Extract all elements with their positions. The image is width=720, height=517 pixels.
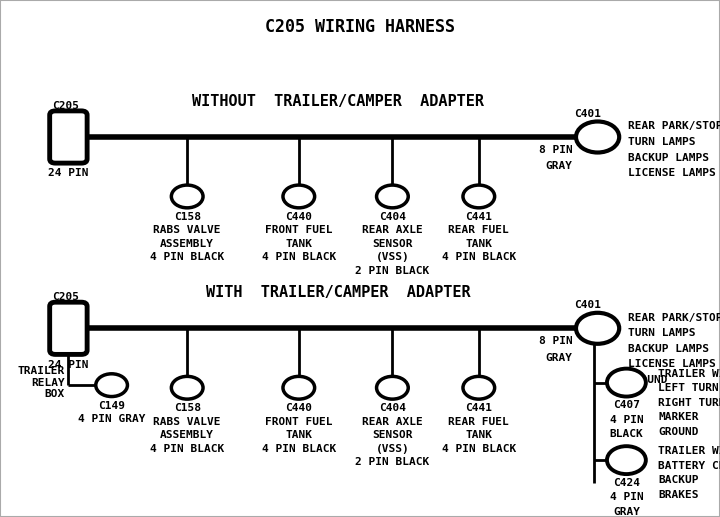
Text: C149: C149 bbox=[98, 401, 125, 410]
Text: 4 PIN GRAY: 4 PIN GRAY bbox=[78, 414, 145, 424]
Text: REAR AXLE: REAR AXLE bbox=[362, 417, 423, 427]
Text: C441: C441 bbox=[465, 212, 492, 222]
FancyBboxPatch shape bbox=[50, 302, 87, 355]
Text: REAR AXLE: REAR AXLE bbox=[362, 225, 423, 235]
Text: 4 PIN BLACK: 4 PIN BLACK bbox=[261, 444, 336, 453]
Text: MARKER: MARKER bbox=[658, 412, 698, 422]
Text: 4 PIN: 4 PIN bbox=[610, 492, 643, 502]
Text: C440: C440 bbox=[285, 403, 312, 413]
Text: 4 PIN BLACK: 4 PIN BLACK bbox=[441, 444, 516, 453]
Text: C401: C401 bbox=[575, 300, 601, 310]
Text: GROUND: GROUND bbox=[658, 427, 698, 436]
Text: GRAY: GRAY bbox=[546, 353, 572, 362]
Circle shape bbox=[283, 376, 315, 399]
Text: TURN LAMPS: TURN LAMPS bbox=[628, 328, 696, 338]
Circle shape bbox=[171, 376, 203, 399]
Circle shape bbox=[576, 121, 619, 153]
Text: C424: C424 bbox=[613, 478, 640, 488]
Text: 8 PIN: 8 PIN bbox=[539, 145, 572, 155]
Text: C404: C404 bbox=[379, 403, 406, 413]
Text: 4 PIN BLACK: 4 PIN BLACK bbox=[150, 252, 225, 262]
Text: WITHOUT  TRAILER/CAMPER  ADAPTER: WITHOUT TRAILER/CAMPER ADAPTER bbox=[192, 94, 485, 109]
Text: WITH  TRAILER/CAMPER  ADAPTER: WITH TRAILER/CAMPER ADAPTER bbox=[206, 285, 471, 300]
Text: 2 PIN BLACK: 2 PIN BLACK bbox=[355, 457, 430, 467]
Text: RABS VALVE: RABS VALVE bbox=[153, 225, 221, 235]
Text: REAR PARK/STOP: REAR PARK/STOP bbox=[628, 313, 720, 323]
Text: TRAILER WIRES: TRAILER WIRES bbox=[658, 446, 720, 456]
Circle shape bbox=[96, 374, 127, 397]
Text: C205 WIRING HARNESS: C205 WIRING HARNESS bbox=[265, 18, 455, 36]
Text: ASSEMBLY: ASSEMBLY bbox=[161, 430, 215, 440]
FancyBboxPatch shape bbox=[50, 111, 87, 163]
Text: BATTERY CHARGE: BATTERY CHARGE bbox=[658, 461, 720, 470]
Text: BACKUP LAMPS: BACKUP LAMPS bbox=[628, 344, 708, 354]
Text: TURN LAMPS: TURN LAMPS bbox=[628, 137, 696, 147]
Text: 4 PIN BLACK: 4 PIN BLACK bbox=[441, 252, 516, 262]
Text: (VSS): (VSS) bbox=[376, 444, 409, 453]
Text: GRAY: GRAY bbox=[546, 161, 572, 171]
Text: REAR PARK/STOP: REAR PARK/STOP bbox=[628, 121, 720, 131]
Text: BACKUP: BACKUP bbox=[658, 475, 698, 485]
Text: C158: C158 bbox=[174, 403, 201, 413]
Text: C158: C158 bbox=[174, 212, 201, 222]
Circle shape bbox=[377, 376, 408, 399]
Text: REAR FUEL: REAR FUEL bbox=[449, 417, 509, 427]
Text: 24 PIN: 24 PIN bbox=[48, 169, 89, 178]
Text: RIGHT TURN: RIGHT TURN bbox=[658, 398, 720, 407]
Text: TANK: TANK bbox=[285, 239, 312, 249]
Text: ASSEMBLY: ASSEMBLY bbox=[161, 239, 215, 249]
Text: TANK: TANK bbox=[465, 239, 492, 249]
Text: C440: C440 bbox=[285, 212, 312, 222]
Text: GRAY: GRAY bbox=[613, 507, 640, 516]
Text: LICENSE LAMPS: LICENSE LAMPS bbox=[628, 359, 716, 369]
Text: C441: C441 bbox=[465, 403, 492, 413]
Circle shape bbox=[463, 376, 495, 399]
Text: SENSOR: SENSOR bbox=[372, 239, 413, 249]
Circle shape bbox=[283, 185, 315, 208]
Text: 4 PIN BLACK: 4 PIN BLACK bbox=[150, 444, 225, 453]
Text: C205: C205 bbox=[52, 292, 79, 302]
Circle shape bbox=[171, 185, 203, 208]
Text: 8 PIN: 8 PIN bbox=[539, 336, 572, 346]
Text: FRONT FUEL: FRONT FUEL bbox=[265, 417, 333, 427]
Text: TANK: TANK bbox=[285, 430, 312, 440]
Text: 2 PIN BLACK: 2 PIN BLACK bbox=[355, 266, 430, 276]
Text: SENSOR: SENSOR bbox=[372, 430, 413, 440]
Circle shape bbox=[377, 185, 408, 208]
Text: LEFT TURN: LEFT TURN bbox=[658, 383, 719, 393]
Text: REAR FUEL: REAR FUEL bbox=[449, 225, 509, 235]
Text: GROUND: GROUND bbox=[628, 375, 668, 385]
Text: BACKUP LAMPS: BACKUP LAMPS bbox=[628, 153, 708, 162]
Text: 24 PIN: 24 PIN bbox=[48, 360, 89, 370]
Circle shape bbox=[463, 185, 495, 208]
Text: C404: C404 bbox=[379, 212, 406, 222]
Text: BLACK: BLACK bbox=[610, 429, 643, 439]
Circle shape bbox=[576, 313, 619, 344]
Circle shape bbox=[607, 369, 646, 397]
Text: BRAKES: BRAKES bbox=[658, 490, 698, 499]
Text: C407: C407 bbox=[613, 400, 640, 410]
Text: TANK: TANK bbox=[465, 430, 492, 440]
Text: LICENSE LAMPS: LICENSE LAMPS bbox=[628, 168, 716, 178]
Text: C401: C401 bbox=[575, 109, 601, 119]
Text: 4 PIN: 4 PIN bbox=[610, 415, 643, 424]
Text: C205: C205 bbox=[52, 101, 79, 111]
Text: FRONT FUEL: FRONT FUEL bbox=[265, 225, 333, 235]
Text: TRAILER
RELAY
BOX: TRAILER RELAY BOX bbox=[17, 366, 65, 399]
Text: RABS VALVE: RABS VALVE bbox=[153, 417, 221, 427]
Text: 4 PIN BLACK: 4 PIN BLACK bbox=[261, 252, 336, 262]
Circle shape bbox=[607, 446, 646, 474]
Text: TRAILER WIRES: TRAILER WIRES bbox=[658, 369, 720, 378]
Text: (VSS): (VSS) bbox=[376, 252, 409, 262]
